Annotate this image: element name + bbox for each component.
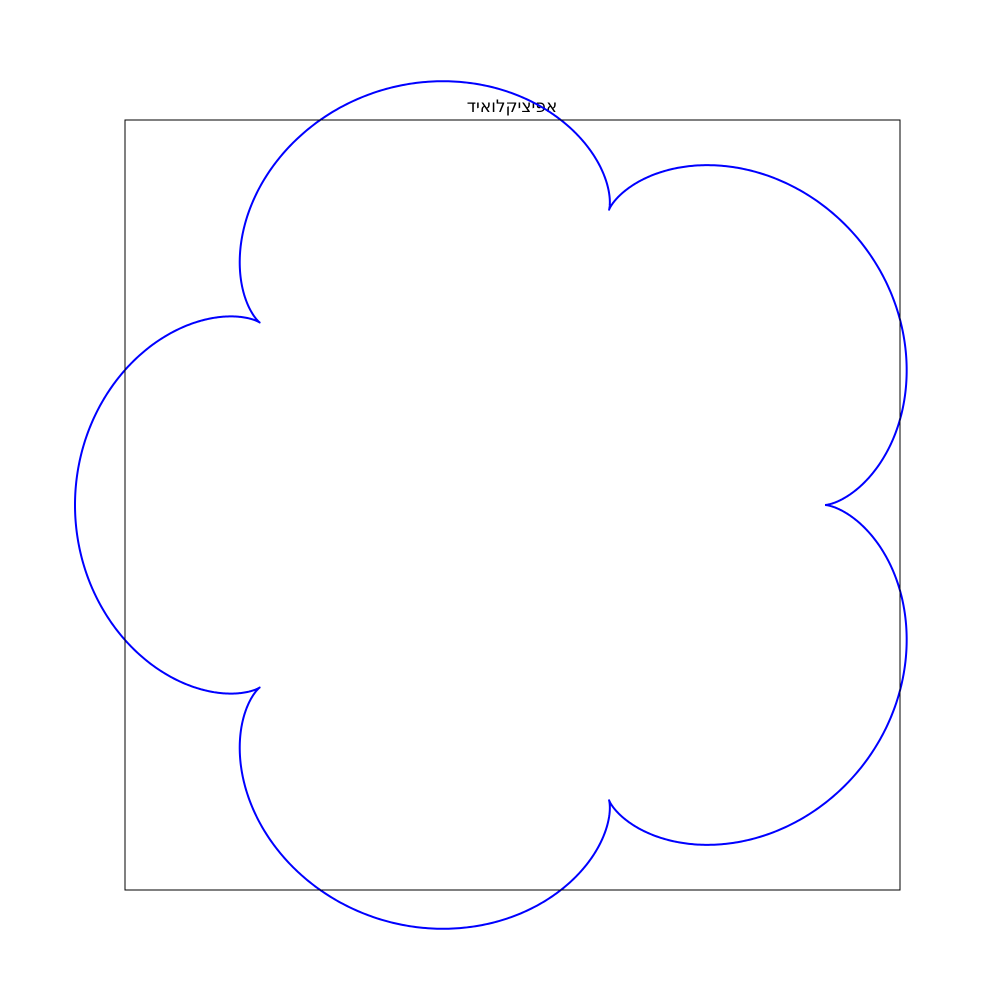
plot-area (125, 120, 900, 890)
epicycloid-curve (74, 80, 908, 930)
chart-title: אפיציקלואיד (467, 97, 557, 117)
curve-layer (74, 80, 908, 930)
plot-frame (124, 119, 901, 891)
